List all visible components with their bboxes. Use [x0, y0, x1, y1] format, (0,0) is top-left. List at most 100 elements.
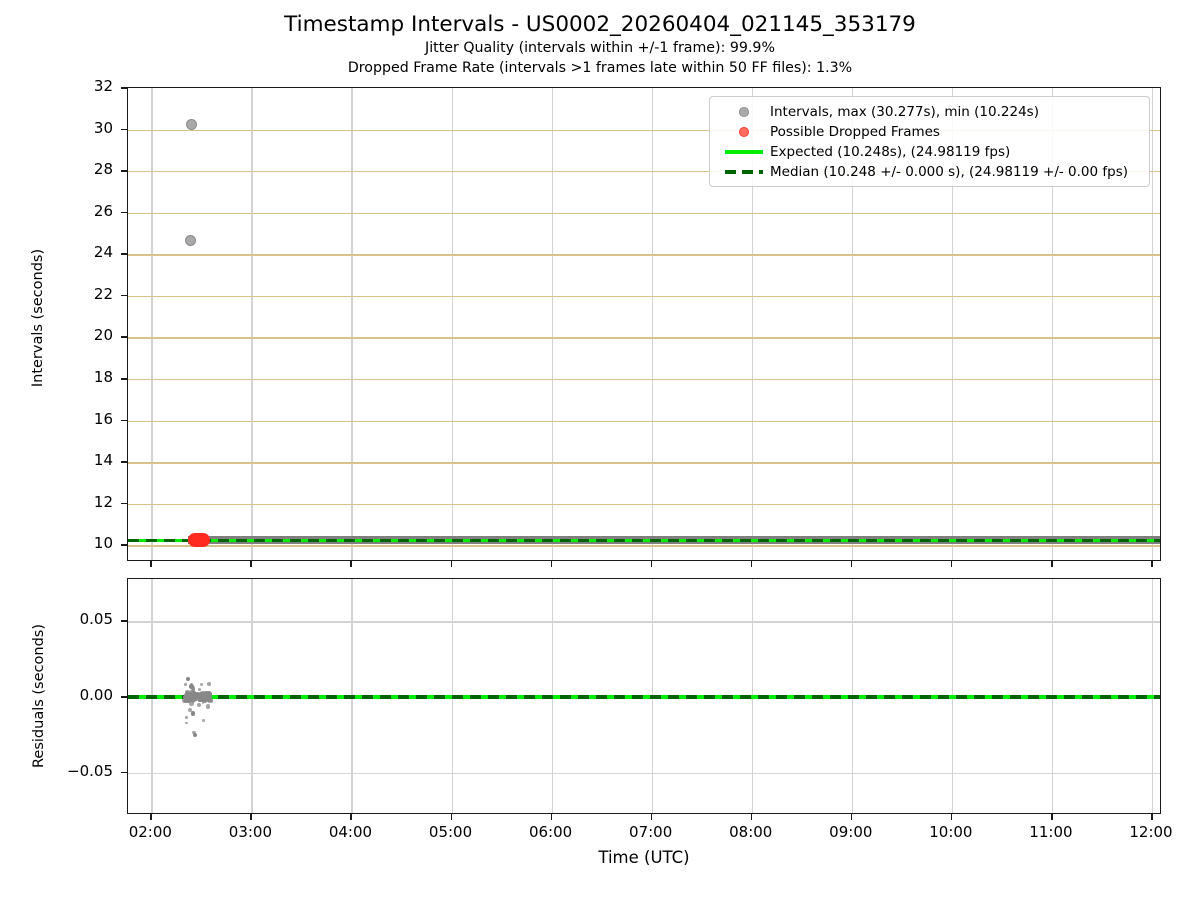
legend-item[interactable]: Expected (10.248s), (24.98119 fps)	[718, 142, 1141, 162]
x-tick-mark	[1050, 561, 1053, 567]
y-tick-label: 22	[93, 284, 113, 303]
gridline-horizontal	[128, 503, 1160, 506]
x-tick-label: 04:00	[328, 823, 373, 841]
x-tick-mark	[750, 814, 753, 820]
chart-title: Timestamp Intervals - US0002_20260404_02…	[284, 12, 916, 37]
x-tick-mark	[350, 561, 353, 567]
residual-point	[185, 690, 190, 695]
residual-point	[190, 699, 193, 702]
residual-point	[197, 693, 201, 698]
residual-point	[198, 695, 204, 700]
residual-point	[201, 701, 204, 705]
residual-point	[202, 699, 207, 703]
y-tick-mark	[121, 336, 127, 339]
gridline-horizontal	[128, 462, 1160, 464]
legend-item-label: Expected (10.248s), (24.98119 fps)	[770, 144, 1011, 160]
y-tick-mark	[121, 87, 127, 89]
residual-outlier-point	[192, 732, 197, 738]
y-tick-label: 16	[93, 409, 113, 428]
y-tick-mark	[121, 620, 127, 622]
legend-item[interactable]: Intervals, max (30.277s), min (10.224s)	[718, 102, 1141, 122]
residual-point	[201, 693, 206, 698]
residual-point	[183, 692, 188, 697]
dropped-frames-cluster	[188, 533, 210, 548]
residual-point	[187, 699, 191, 703]
legend-key-slot	[718, 170, 770, 174]
x-axis-label: Time (UTC)	[598, 848, 690, 867]
legend-marker-intervals-icon	[739, 107, 749, 117]
gridline-vertical	[851, 88, 854, 560]
residual-outlier-point	[190, 711, 196, 716]
residual-point	[203, 694, 207, 699]
x-tick-label: 05:00	[428, 823, 473, 841]
gridline-vertical	[751, 88, 754, 560]
y-tick-label: 14	[93, 451, 113, 470]
y-tick-mark	[121, 544, 127, 546]
residual-point	[200, 697, 205, 702]
residual-point	[192, 699, 197, 703]
residual-point	[207, 692, 213, 697]
interval-outlier-point	[184, 234, 196, 246]
residual-point	[190, 692, 195, 697]
legend-marker-expected-icon	[725, 150, 763, 154]
x-tick-mark	[250, 814, 252, 820]
chart-subtitle-jitter: Jitter Quality (intervals within +/-1 fr…	[425, 40, 775, 56]
x-tick-mark	[150, 561, 152, 567]
residual-point	[189, 701, 194, 706]
x-tick-mark	[650, 814, 653, 820]
y-tick-mark	[121, 170, 127, 172]
x-tick-mark	[350, 814, 353, 820]
x-tick-mark	[550, 561, 553, 567]
residual-point	[192, 730, 196, 735]
x-tick-mark	[1150, 561, 1153, 567]
y-tick-label: 28	[93, 160, 113, 179]
residual-point	[184, 715, 188, 719]
y-tick-label: 10	[93, 534, 113, 553]
gridline-vertical	[151, 88, 153, 560]
y-tick-label: 24	[93, 243, 113, 262]
y-tick-mark	[121, 128, 127, 131]
legend-key-slot	[718, 127, 770, 137]
residual-point	[202, 719, 206, 722]
y-tick-mark	[121, 294, 127, 297]
gridline-horizontal	[128, 545, 1160, 547]
gridline-vertical	[951, 88, 954, 560]
residual-point	[189, 694, 194, 698]
y-tick-label: 12	[93, 492, 113, 511]
gridline-vertical	[651, 88, 653, 560]
gridline-vertical	[451, 88, 453, 560]
title-block: Timestamp Intervals - US0002_20260404_02…	[0, 12, 1200, 78]
legend-item[interactable]: Median (10.248 +/- 0.000 s), (24.98119 +…	[718, 162, 1141, 182]
residual-point	[198, 699, 201, 702]
x-tick-mark	[250, 561, 252, 567]
residual-outlier-point	[189, 684, 194, 689]
chart-subtitle-dropped: Dropped Frame Rate (intervals >1 frames …	[347, 60, 853, 76]
residual-point	[197, 703, 201, 707]
legend-marker-median-icon	[725, 170, 763, 174]
x-tick-mark	[650, 561, 653, 567]
residual-outlier-point	[185, 676, 191, 682]
legend-key-slot	[718, 150, 770, 154]
residual-point	[193, 690, 197, 694]
legend-item[interactable]: Possible Dropped Frames	[718, 122, 1141, 142]
residual-point	[207, 682, 211, 686]
residual-point	[198, 688, 202, 692]
y-tick-label: 18	[93, 368, 113, 387]
residual-point	[200, 683, 204, 686]
gridline-horizontal	[128, 379, 1160, 381]
x-tick-mark	[1150, 814, 1153, 820]
y-tick-mark	[121, 502, 127, 505]
y-tick-label: 0.00	[79, 686, 113, 704]
gridline-vertical	[551, 88, 553, 560]
gridline-horizontal	[128, 171, 1160, 173]
y-axis-label-intervals: Intervals (seconds)	[30, 248, 46, 388]
gridline-horizontal	[128, 621, 1160, 623]
x-tick-mark	[450, 814, 453, 820]
gridline-vertical	[251, 88, 253, 560]
residual-point	[190, 682, 194, 686]
interval-outlier-point	[186, 118, 198, 130]
x-tick-label: 11:00	[1029, 823, 1073, 841]
residual-point	[207, 696, 212, 701]
residual-median-line	[128, 695, 1160, 699]
gridline-horizontal	[128, 212, 1160, 215]
